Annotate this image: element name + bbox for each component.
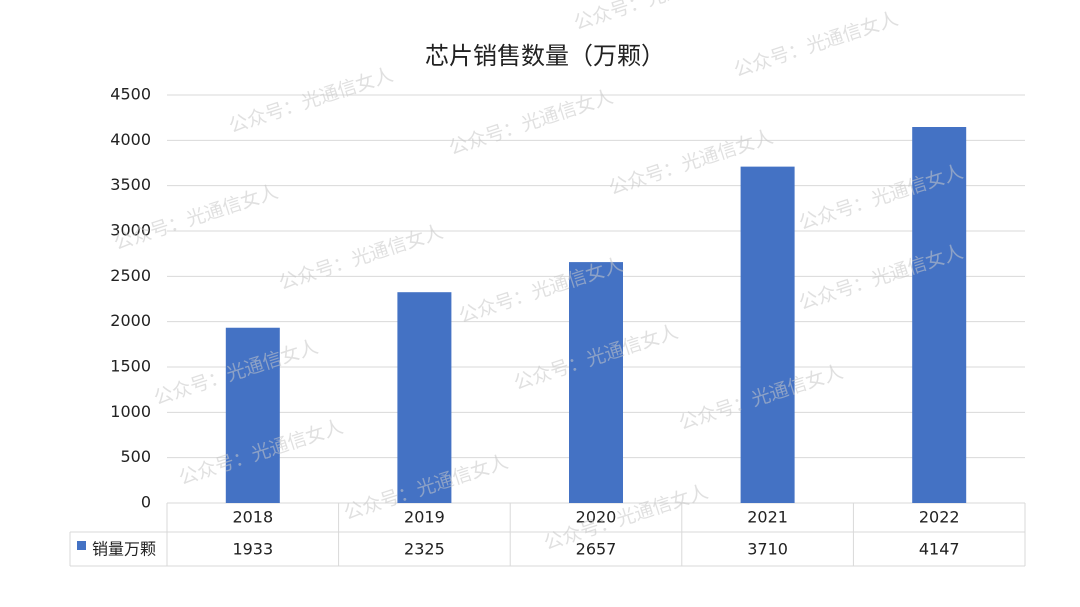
table-value: 4147 [919,540,960,559]
table-value: 1933 [232,540,273,559]
y-tick-label: 4000 [110,130,151,149]
y-tick-label: 4500 [110,85,151,104]
y-tick-label: 0 [141,493,151,512]
table-value: 3710 [747,540,788,559]
watermark: 公众号：光通信女人 [446,86,615,160]
x-tick-label: 2020 [576,508,617,527]
x-tick-label: 2019 [404,508,445,527]
watermark: 公众号：光通信女人 [276,221,445,295]
y-tick-label: 1000 [110,402,151,421]
x-tick-label: 2018 [232,508,273,527]
table-value: 2657 [576,540,617,559]
y-tick-label: 3000 [110,221,151,240]
y-tick-label: 2500 [110,266,151,285]
bar [740,166,795,504]
y-tick-label: 2000 [110,311,151,330]
x-tick-label: 2021 [747,508,788,527]
watermark: 公众号：光通信女人 [731,8,900,82]
y-tick-label: 1500 [110,357,151,376]
bar [397,292,452,503]
watermark: 公众号：光通信女人 [226,64,395,138]
bar [225,327,280,503]
table-value: 2325 [404,540,445,559]
legend-label: 销量万颗 [92,540,156,559]
bar [569,262,623,503]
watermark: 公众号：光通信女人 [541,481,710,555]
chart-title: 芯片销售数量（万颗） [425,42,665,70]
watermark: 公众号：光通信女人 [571,0,740,35]
y-tick-label: 3500 [110,175,151,194]
bar [912,127,967,503]
legend-marker [77,541,86,550]
x-tick-label: 2022 [919,508,960,527]
y-tick-label: 500 [120,447,151,466]
